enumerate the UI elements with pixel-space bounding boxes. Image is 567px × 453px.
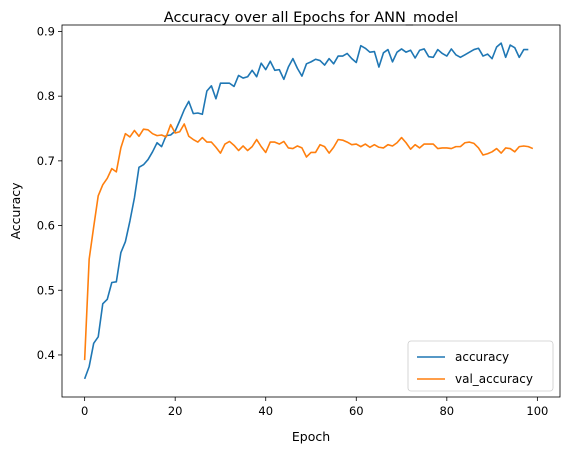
axes-frame xyxy=(61,24,561,398)
legend-label-accuracy: accuracy xyxy=(455,350,509,364)
x-tick-label: 60 xyxy=(349,404,364,418)
y-tick-label: 0.6 xyxy=(37,219,55,233)
plot-area xyxy=(61,24,561,398)
y-tick-label: 0.9 xyxy=(37,24,55,38)
legend-label-val-accuracy: val_accuracy xyxy=(455,372,533,386)
x-tick-label: 20 xyxy=(168,404,183,418)
series-line-val-accuracy xyxy=(83,123,534,361)
y-tick-label: 0.7 xyxy=(37,154,55,168)
x-tick-label: 0 xyxy=(81,404,88,418)
x-tick-label: 100 xyxy=(526,404,548,418)
y-axis-ticks: 0.4 0.5 0.6 0.7 0.8 0.9 xyxy=(37,24,62,362)
x-axis-ticks: 0 20 40 60 80 100 xyxy=(81,397,548,418)
series-group xyxy=(83,42,534,380)
y-tick-label: 0.4 xyxy=(37,348,55,362)
x-tick-label: 80 xyxy=(439,404,454,418)
series-line-accuracy xyxy=(83,42,529,380)
x-axis-title: Epoch xyxy=(292,429,330,444)
y-tick-label: 0.5 xyxy=(37,283,55,297)
x-tick-label: 40 xyxy=(258,404,273,418)
legend: accuracy val_accuracy xyxy=(407,340,554,392)
y-tick-label: 0.8 xyxy=(37,89,55,103)
y-axis-title: Accuracy xyxy=(8,182,23,240)
chart-title: Accuracy over all Epochs for ANN_model xyxy=(164,10,458,26)
